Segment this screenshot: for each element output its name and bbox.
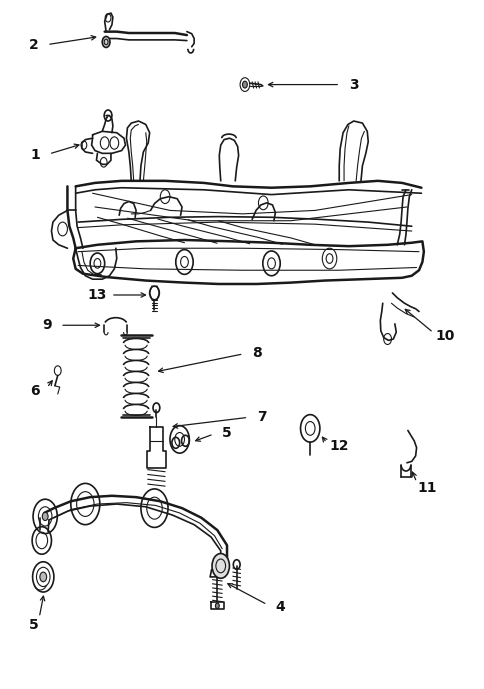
Text: 8: 8 bbox=[252, 346, 261, 360]
Text: 11: 11 bbox=[417, 480, 436, 495]
Text: 10: 10 bbox=[435, 329, 454, 343]
Text: 2: 2 bbox=[29, 39, 38, 52]
Circle shape bbox=[212, 553, 229, 578]
Circle shape bbox=[40, 572, 46, 582]
Circle shape bbox=[215, 603, 219, 608]
Text: 4: 4 bbox=[275, 600, 285, 614]
Text: 13: 13 bbox=[88, 288, 107, 302]
Text: 7: 7 bbox=[257, 410, 266, 424]
Text: 12: 12 bbox=[329, 440, 348, 453]
Circle shape bbox=[102, 37, 110, 48]
Circle shape bbox=[242, 81, 247, 88]
Text: 5: 5 bbox=[29, 618, 38, 632]
Text: 3: 3 bbox=[348, 78, 358, 92]
Circle shape bbox=[42, 513, 48, 520]
Text: 1: 1 bbox=[30, 148, 40, 163]
Text: 6: 6 bbox=[30, 384, 39, 398]
Text: 9: 9 bbox=[42, 318, 51, 332]
Text: 5: 5 bbox=[222, 426, 231, 440]
